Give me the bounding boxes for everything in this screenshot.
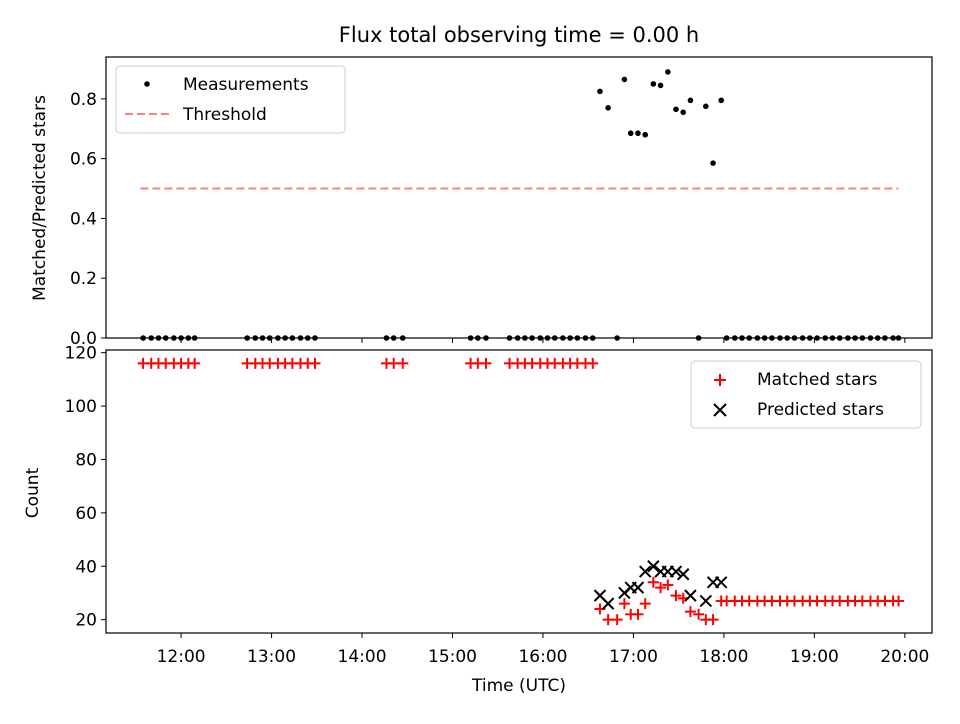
y-tick-label: 0.6 xyxy=(70,150,97,170)
x-axis-label: Time (UTC) xyxy=(471,676,566,696)
predicted-star-point xyxy=(714,576,728,589)
legend-predicted-label: Predicted stars xyxy=(757,400,884,420)
x-tick-label: 17:00 xyxy=(609,647,658,667)
legend-matched-marker xyxy=(714,374,726,386)
bottom-plot-y-ticks: 20 40 60 80 100 120 xyxy=(65,344,106,631)
y-tick-label: 0.0 xyxy=(70,329,97,349)
measurement-point xyxy=(627,130,634,137)
measurement-point xyxy=(687,97,694,104)
predicted-star-point xyxy=(669,565,683,578)
legend-measurements-marker xyxy=(144,81,150,87)
predicted-star-point xyxy=(699,594,713,608)
chart-title: Flux total observing time = 0.00 h xyxy=(339,23,699,47)
x-tick-label: 14:00 xyxy=(338,647,387,667)
x-diag-2 xyxy=(714,576,728,589)
matched-star-point xyxy=(632,608,644,620)
matched-star-point xyxy=(893,595,905,607)
x-tick-label: 12:00 xyxy=(157,647,206,667)
x-tick-label: 15:00 xyxy=(428,647,477,667)
bottom-plot-points xyxy=(137,357,905,626)
predicted-star-point xyxy=(638,565,652,578)
measurement-point xyxy=(673,106,679,113)
y-tick-label: 60 xyxy=(75,504,97,524)
x-diag-2 xyxy=(647,560,660,573)
predicted-star-point xyxy=(631,581,645,594)
matched-star-point xyxy=(639,598,651,610)
legend-threshold-label: Threshold xyxy=(182,105,267,125)
x-diag-2 xyxy=(699,594,713,608)
predicted-star-point xyxy=(647,560,660,573)
matched-star-point xyxy=(618,598,630,610)
matched-star-point xyxy=(693,608,705,620)
top-plot-frame xyxy=(105,56,933,339)
measurement-point xyxy=(665,69,671,75)
top-plot-y-ticks: 0.0 0.2 0.4 0.6 0.8 xyxy=(70,90,106,349)
bottom-y-axis-label: Count xyxy=(23,467,43,518)
x-diag-2 xyxy=(601,597,615,610)
y-tick-label: 40 xyxy=(75,557,97,577)
x-diag-2 xyxy=(669,565,683,578)
measurement-point xyxy=(597,88,603,95)
matched-star-point xyxy=(655,582,667,594)
predicted-star-point xyxy=(684,589,697,602)
matched-star-point xyxy=(707,614,719,626)
matched-star-point xyxy=(670,590,682,602)
y-tick-label: 20 xyxy=(75,611,97,631)
matched-star-point xyxy=(647,576,659,588)
measurement-point xyxy=(657,82,664,89)
top-plot: 0.00.20.40.60.8 Matched/Predicted stars … xyxy=(30,56,933,349)
x-tick-label: 13:00 xyxy=(247,647,296,667)
x-tick-label: 18:00 xyxy=(699,647,748,667)
y-tick-label: 100 xyxy=(65,397,97,417)
measurement-point xyxy=(635,130,641,137)
matched-star-point xyxy=(587,357,599,369)
matched-star-point xyxy=(684,606,696,618)
x-diag-2 xyxy=(638,565,652,578)
predicted-star-point xyxy=(676,568,690,581)
top-y-axis-label: Matched/Predicted stars xyxy=(30,95,50,301)
x-diag-2 xyxy=(684,589,697,602)
measurement-point xyxy=(621,76,628,83)
matched-star-point xyxy=(662,579,674,591)
x-tick-label: 19:00 xyxy=(790,647,839,667)
measurement-point xyxy=(650,81,657,87)
measurement-point xyxy=(680,109,687,116)
measurement-point xyxy=(710,160,716,166)
top-legend: Measurements Threshold xyxy=(115,65,346,134)
predicted-star-point xyxy=(601,597,615,610)
measurement-point xyxy=(718,97,725,104)
measurement-point xyxy=(703,103,709,110)
measurement-point xyxy=(605,105,611,111)
y-tick-label: 80 xyxy=(75,450,97,470)
matched-star-point xyxy=(397,357,409,369)
legend-matched-label: Matched stars xyxy=(757,370,877,390)
bottom-legend: Matched stars Predicted stars xyxy=(690,360,922,429)
x-diag-2 xyxy=(676,568,690,581)
y-tick-label: 0.4 xyxy=(70,209,97,229)
top-legend-box xyxy=(115,65,346,134)
legend-predicted-marker xyxy=(713,403,727,417)
y-tick-label: 120 xyxy=(65,344,97,364)
bottom-legend-box xyxy=(690,360,922,429)
bottom-plot-x-ticks: 12:00 13:00 14:00 15:00 16:00 17:00 18:00 19:00… xyxy=(157,633,929,667)
legend-measurements-label: Measurements xyxy=(183,75,309,95)
bottom-plot: 20 40 60 80 100 120 12:00 13:00 14:00 15:00 16:00… xyxy=(23,344,933,696)
matched-star-point xyxy=(611,614,623,626)
y-tick-label: 0.8 xyxy=(70,90,97,110)
matched-star-point xyxy=(480,357,492,369)
bottom-plot-frame xyxy=(105,349,933,634)
x-tick-label: 16:00 xyxy=(518,647,567,667)
x-tick-label: 20:00 xyxy=(880,647,929,667)
matched-star-point xyxy=(189,357,201,369)
measurement-point xyxy=(642,131,649,138)
x-diag-2 xyxy=(593,589,607,602)
y-tick-label: 0.2 xyxy=(70,269,97,289)
top-plot-x-ticks xyxy=(180,338,906,343)
x-diag-2 xyxy=(631,581,645,594)
matched-star-point xyxy=(309,357,321,369)
